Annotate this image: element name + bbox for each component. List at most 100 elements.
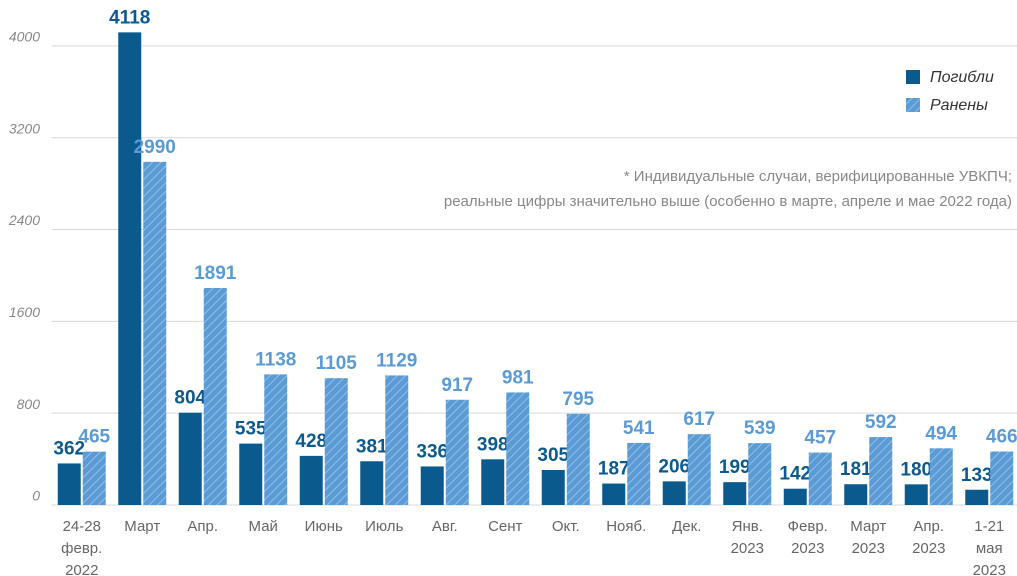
value-label: 381 [356, 436, 388, 457]
x-tick-label: 2023 [731, 540, 764, 557]
bar [118, 32, 142, 506]
x-tick-label: февр. [61, 540, 102, 557]
value-label: 795 [562, 389, 594, 410]
bar [723, 482, 747, 505]
value-label: 541 [623, 418, 655, 439]
value-label: 428 [295, 431, 327, 452]
value-label: 494 [925, 423, 957, 444]
value-label: 917 [441, 375, 473, 396]
value-label: 187 [598, 459, 630, 480]
bar [602, 483, 626, 505]
value-label: 465 [78, 427, 110, 448]
bar [748, 443, 772, 505]
bar [143, 161, 167, 506]
bar [264, 374, 288, 505]
y-tick-label: 1600 [9, 304, 40, 320]
value-label: 2990 [134, 137, 176, 158]
x-tick-label: 2023 [973, 562, 1006, 576]
bar [481, 459, 505, 505]
value-label: 206 [658, 456, 690, 477]
bar [239, 443, 263, 505]
x-tick-label: Февр. [788, 518, 828, 535]
value-label: 180 [900, 459, 932, 480]
x-tick-label: Май [249, 518, 278, 535]
x-tick-label: Июль [365, 518, 403, 535]
value-label: 539 [744, 418, 776, 439]
y-tick-label: 0 [32, 488, 40, 504]
bar [506, 392, 530, 505]
x-tick-label: 2023 [852, 540, 885, 557]
y-tick-label: 4000 [9, 29, 40, 45]
value-label: 804 [174, 388, 206, 409]
y-tick-label: 2400 [8, 212, 40, 228]
bar [990, 451, 1014, 505]
bar [420, 466, 444, 505]
bar [541, 469, 565, 505]
value-label: 398 [477, 434, 509, 455]
x-tick-label: 2022 [65, 562, 98, 576]
bar [662, 481, 686, 505]
bar [965, 489, 989, 505]
x-tick-label: Март [124, 518, 160, 535]
value-label: 362 [53, 438, 85, 459]
x-tick-label: Нояб. [606, 518, 646, 535]
value-label: 305 [537, 445, 569, 466]
bar [385, 375, 409, 505]
value-label: 4118 [109, 7, 150, 28]
x-tick-label: мая [976, 540, 1003, 557]
annotation: * Индивидуальные случаи, верифицированны… [624, 168, 1012, 185]
x-tick-label: Янв. [732, 518, 763, 535]
value-label: 1129 [376, 350, 417, 371]
x-tick-label: 2023 [912, 540, 945, 557]
value-label: 142 [779, 464, 811, 485]
y-tick-label: 800 [17, 396, 41, 412]
x-tick-label: 24-28 [63, 518, 101, 535]
bar [57, 463, 81, 505]
value-label: 1138 [255, 349, 296, 370]
bar [203, 287, 227, 505]
value-label: 181 [840, 459, 872, 480]
annotation: реальные цифры значительно выше (особенн… [444, 193, 1012, 210]
value-label: 1891 [194, 263, 237, 284]
bar [360, 461, 384, 505]
bar [687, 434, 711, 505]
value-label: 336 [416, 441, 448, 462]
value-label: 199 [719, 457, 751, 478]
bar [178, 412, 202, 505]
x-tick-label: 1-21 [974, 518, 1004, 535]
value-label: 535 [235, 419, 267, 440]
bar [844, 484, 868, 505]
value-label: 592 [865, 412, 897, 433]
x-tick-label: Апр. [913, 518, 944, 535]
value-label: 133 [961, 465, 993, 486]
bar [445, 399, 469, 505]
bar [82, 451, 106, 505]
value-label: 1105 [316, 353, 358, 374]
bar [299, 455, 323, 505]
legend-label: Погибли [930, 69, 994, 86]
bar [904, 484, 928, 505]
x-tick-label: Сент [488, 518, 522, 535]
legend-label: Ранены [930, 97, 988, 114]
value-label: 981 [502, 367, 534, 388]
bar [929, 448, 953, 505]
x-tick-label: Окт. [552, 518, 580, 535]
x-tick-label: Авг. [432, 518, 458, 535]
value-label: 617 [683, 409, 715, 430]
y-tick-label: 3200 [9, 120, 40, 136]
bar [324, 378, 348, 505]
bar [869, 437, 893, 505]
x-tick-label: Дек. [672, 518, 701, 535]
bar [783, 488, 807, 505]
x-tick-label: Июнь [305, 518, 343, 535]
value-label: 466 [986, 427, 1017, 448]
value-label: 457 [804, 428, 836, 449]
legend-swatch [906, 98, 920, 112]
x-tick-label: Апр. [187, 518, 218, 535]
bar [566, 413, 590, 505]
bar [808, 452, 832, 505]
bar [627, 442, 651, 505]
legend-swatch [906, 70, 920, 84]
x-tick-label: Март [850, 518, 886, 535]
